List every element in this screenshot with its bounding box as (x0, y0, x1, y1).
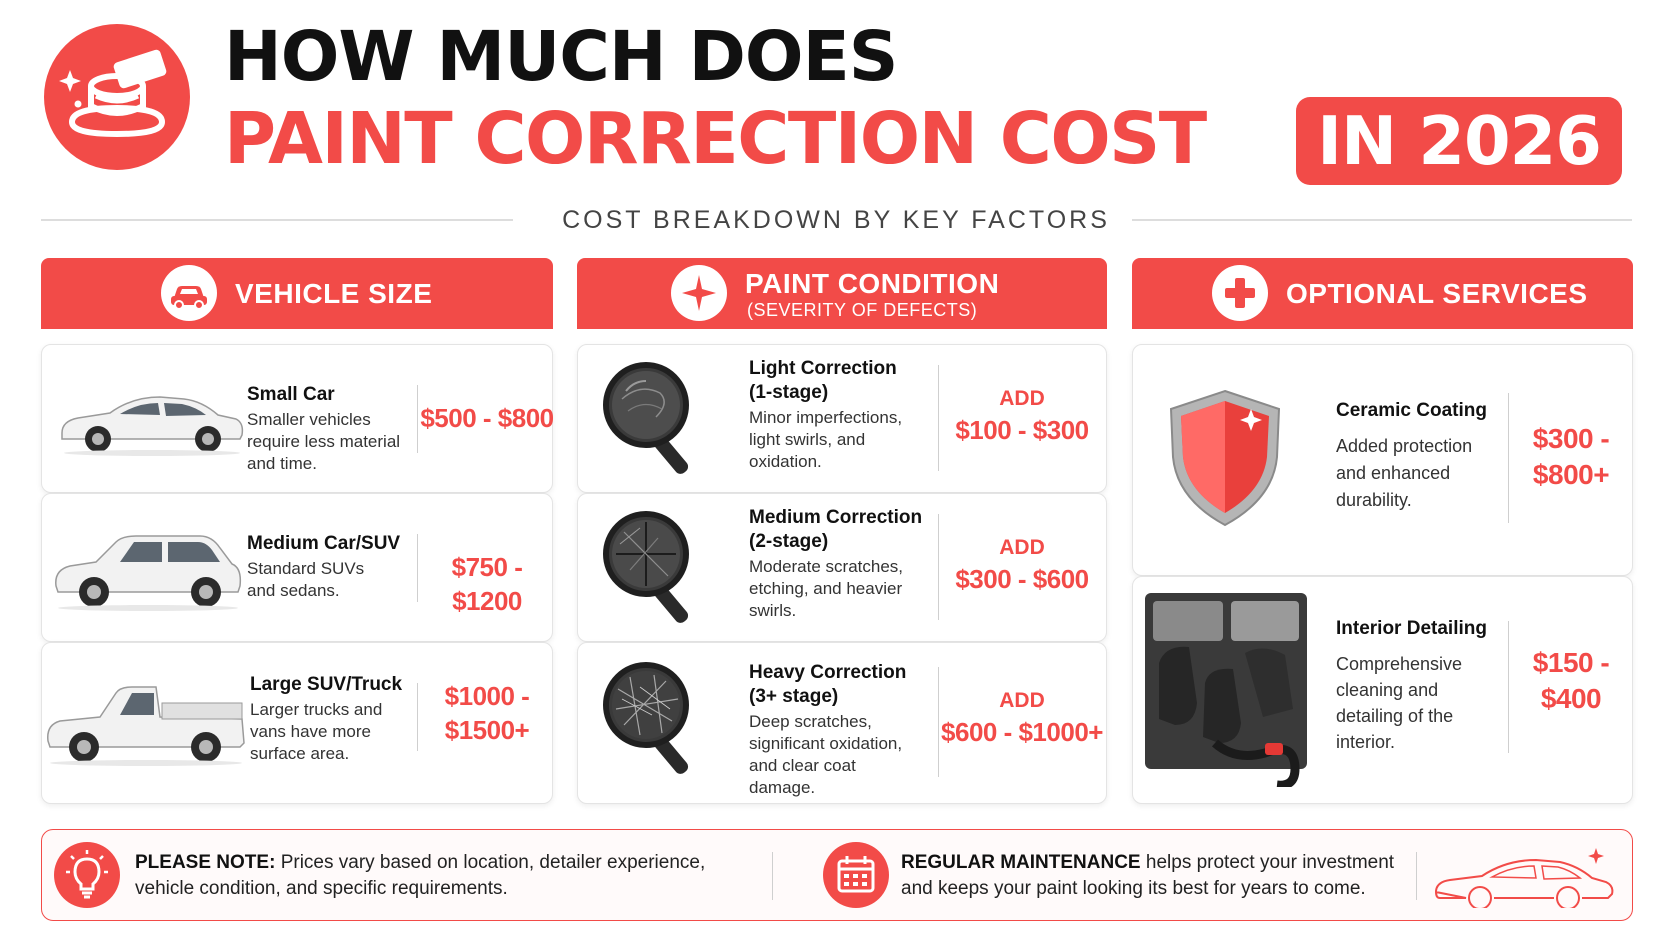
paint-card-heavy: Heavy Correction (3+ stage) Deep scratch… (577, 642, 1107, 804)
paint-desc: Minor imperfections, light swirls, and o… (749, 408, 903, 471)
year-badge: IN 2026 (1296, 97, 1622, 185)
paint-card-medium: Medium Correction (2-stage) Moderate scr… (577, 493, 1107, 642)
service-desc: Comprehensive cleaning and detailing of … (1336, 654, 1463, 752)
vehicle-price: $750 - $1200 (451, 552, 523, 616)
magnifier-moderate-scratches (603, 511, 689, 623)
vehicle-price: $500 - $800 (420, 403, 554, 433)
card-divider (1508, 621, 1509, 753)
suv-image (55, 535, 242, 611)
vehicle-card-large: Large SUV/Truck Larger trucks and vans h… (41, 642, 553, 804)
service-price: $150 - $400 (1532, 647, 1610, 714)
magnifier-light-swirls (603, 362, 689, 474)
maint-body: helps protect your investment and keeps … (901, 852, 1395, 899)
car-icon (161, 265, 217, 321)
card-divider (417, 385, 418, 453)
shield-image (1169, 389, 1281, 527)
service-card-ceramic: Ceramic Coating Added protection and enh… (1132, 344, 1633, 576)
footer-divider (772, 852, 773, 900)
add-label: ADD (999, 387, 1045, 410)
paint-price: $300 - $600 (955, 564, 1089, 594)
card-divider (938, 365, 939, 471)
sedan-image (61, 396, 244, 456)
maint-label: REGULAR MAINTENANCE (901, 852, 1141, 873)
page-title-line1: HOW MUCH DOES (224, 17, 898, 97)
add-label: ADD (999, 689, 1045, 712)
vehicle-card-medium: Medium Car/SUV Standard SUVs and sedans.… (41, 493, 553, 642)
card-divider (938, 514, 939, 620)
subtitle-rule-right (1132, 219, 1632, 221)
optional-services-header: OPTIONAL SERVICES (1132, 258, 1633, 329)
paint-name-line2: (1-stage) (749, 382, 829, 403)
service-price: $300 - $800+ (1532, 423, 1610, 490)
paint-condition-header: PAINT CONDITION (SEVERITY OF DEFECTS) (577, 258, 1107, 329)
polisher-logo (44, 24, 190, 170)
car-outline-icon (1434, 848, 1614, 908)
car-interior-image (1145, 593, 1307, 787)
paint-name-line1: Light Correction (749, 358, 897, 379)
vehicle-size-title: VEHICLE SIZE (235, 278, 433, 309)
card-divider (938, 667, 939, 777)
paint-condition-subtitle: (SEVERITY OF DEFECTS) (747, 300, 978, 320)
truck-image (47, 686, 245, 766)
service-name: Ceramic Coating (1336, 400, 1487, 421)
magnifier-deep-scratches (603, 662, 689, 774)
paint-desc: Deep scratches, significant oxidation, a… (749, 712, 903, 797)
paint-desc: Moderate scratches, etching, and heavier… (749, 557, 904, 620)
vehicle-desc: Smaller vehicles require less material a… (247, 410, 401, 473)
plus-icon (1212, 265, 1268, 321)
vehicle-card-small: Small Car Smaller vehicles require less … (41, 344, 554, 493)
page-subtitle: COST BREAKDOWN BY KEY FACTORS (562, 206, 1110, 234)
card-divider (417, 534, 418, 602)
card-divider (1508, 393, 1509, 523)
vehicle-name: Medium Car/SUV (247, 533, 401, 554)
vehicle-desc: Standard SUVs and sedans. (247, 559, 365, 600)
sparkle-icon (671, 265, 727, 321)
footer-note-bar: PLEASE NOTE: Prices vary based on locati… (41, 829, 1633, 921)
service-name: Interior Detailing (1336, 618, 1487, 639)
calendar-icon (823, 842, 889, 908)
card-divider (417, 683, 418, 751)
optional-services-title: OPTIONAL SERVICES (1286, 278, 1588, 309)
vehicle-size-header: VEHICLE SIZE (41, 258, 553, 329)
vehicle-price: $1000 - $1500+ (444, 681, 530, 745)
paint-name-line1: Medium Correction (749, 507, 923, 528)
vehicle-desc: Larger trucks and vans have more surface… (250, 700, 383, 763)
note-label: PLEASE NOTE: (135, 852, 276, 873)
paint-card-light: Light Correction (1-stage) Minor imperfe… (577, 344, 1107, 493)
paint-price: $100 - $300 (955, 415, 1089, 445)
paint-name-line2: (3+ stage) (749, 686, 839, 707)
footer-maintenance-text: REGULAR MAINTENANCE helps protect your i… (901, 850, 1411, 902)
service-card-interior: Interior Detailing Comprehensive cleanin… (1132, 576, 1633, 804)
footer-divider (1416, 852, 1417, 900)
service-desc: Added protection and enhanced durability… (1336, 436, 1473, 510)
vehicle-name: Large SUV/Truck (250, 674, 403, 695)
polisher-icon (59, 46, 170, 138)
lightbulb-icon (54, 842, 120, 908)
note-body: Prices vary based on location, detailer … (135, 852, 706, 899)
add-label: ADD (999, 536, 1045, 559)
paint-name-line2: (2-stage) (749, 531, 829, 552)
paint-condition-title: PAINT CONDITION (745, 268, 1000, 299)
vehicle-name: Small Car (247, 384, 335, 405)
paint-name-line1: Heavy Correction (749, 662, 907, 683)
subtitle-rule-left (41, 219, 513, 221)
paint-price: $600 - $1000+ (941, 717, 1103, 747)
page-title-line2: PAINT CORRECTION COST (224, 97, 1207, 180)
footer-note-text: PLEASE NOTE: Prices vary based on locati… (135, 850, 735, 902)
